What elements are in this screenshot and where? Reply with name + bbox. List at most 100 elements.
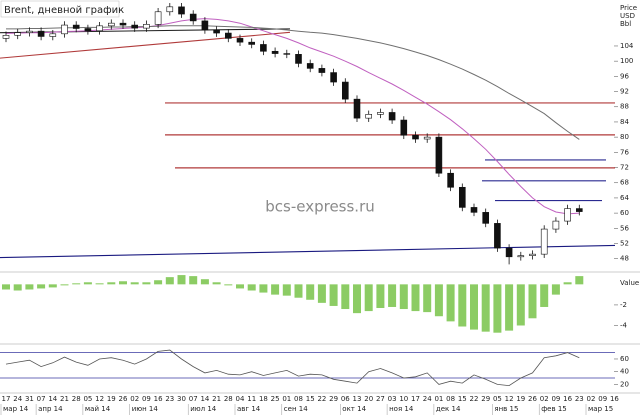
x-tick-label: 09	[598, 395, 607, 403]
x-tick-label: 19	[107, 395, 116, 403]
candle-body	[72, 24, 80, 29]
month-label: окт 14	[342, 405, 366, 413]
histogram-bar	[107, 282, 116, 285]
candle-body	[283, 53, 291, 55]
histogram-bar	[493, 284, 502, 333]
histogram-bar	[575, 276, 584, 285]
candle-body	[494, 223, 501, 249]
candle-body	[341, 81, 349, 100]
histogram-bar	[505, 284, 514, 331]
x-tick-label: 04	[236, 395, 245, 403]
x-tick-label: 09	[551, 395, 560, 403]
histogram-bar	[294, 284, 303, 298]
candle-body	[388, 112, 396, 121]
histogram-bar	[411, 284, 420, 312]
histogram-bar	[165, 277, 174, 285]
x-tick-label: 08	[446, 395, 455, 403]
candle-body	[248, 41, 255, 45]
x-tick-label: 10	[399, 395, 408, 403]
histogram-bar	[177, 275, 186, 285]
x-tick-label: 07	[189, 395, 198, 403]
x-tick-label: 05	[83, 395, 92, 403]
histogram-bar	[224, 284, 233, 286]
y-tick-label: 48	[620, 255, 629, 263]
title-box	[0, 0, 120, 18]
histogram-bar	[563, 282, 572, 285]
candle-body	[119, 22, 127, 26]
candle-body	[166, 6, 174, 13]
histogram-bar	[142, 282, 151, 285]
candle-body	[365, 114, 373, 119]
candle-body	[400, 119, 408, 136]
x-tick-label: 29	[329, 395, 338, 403]
histogram-bar	[119, 281, 127, 285]
y-tick-label: 88	[620, 103, 629, 111]
candle-body	[470, 207, 478, 213]
candle-body	[540, 228, 548, 255]
histogram-bar	[130, 282, 139, 285]
y-tick-label: 76	[620, 148, 629, 156]
candle-body	[482, 212, 490, 224]
candle-body	[236, 38, 244, 43]
candle-body	[26, 30, 33, 33]
histogram-bar	[95, 283, 104, 285]
histogram-bar	[48, 284, 57, 288]
x-tick-label: 25	[271, 395, 280, 403]
histogram-bar	[446, 284, 455, 322]
candle-body	[505, 247, 513, 258]
x-tick-label: 08	[294, 395, 303, 403]
candle-body	[318, 68, 326, 73]
y-tick-label: 80	[620, 133, 629, 141]
candle-body	[330, 72, 337, 83]
candle-body	[377, 112, 384, 115]
x-tick-label: 16	[610, 395, 619, 403]
x-tick-label: 17	[411, 395, 420, 403]
histogram-bar	[540, 284, 549, 307]
x-tick-label: 03	[388, 395, 397, 403]
y-tick-label: 84	[620, 118, 629, 126]
y-tick-label: 52	[620, 240, 629, 248]
candle-body	[96, 25, 103, 32]
month-label: мар 15	[588, 405, 613, 413]
y-tick-label: 64	[620, 194, 629, 202]
candle-body	[458, 186, 466, 208]
candle-body	[213, 29, 220, 34]
indicator-line	[5, 349, 580, 387]
trend-line	[0, 31, 291, 59]
x-tick-label: 01	[282, 395, 291, 403]
y-tick-label: 104	[620, 42, 634, 50]
candle-body	[84, 28, 92, 32]
y-axis-label: Bbl	[620, 20, 631, 28]
x-tick-label: 23	[575, 395, 584, 403]
histogram-bar	[516, 284, 525, 326]
y-tick-label: 72	[620, 164, 629, 172]
x-tick-label: 20	[364, 395, 373, 403]
month-label: авг 14	[237, 405, 261, 413]
month-label: сен 14	[284, 405, 308, 413]
y-tick-label: 20	[620, 380, 629, 388]
panel-label: Value	[620, 279, 639, 287]
candle-body	[552, 220, 560, 230]
candle-body	[225, 32, 232, 39]
y-tick-label: 56	[620, 224, 629, 232]
x-tick-label: 19	[516, 395, 525, 403]
histogram-bar	[259, 284, 268, 293]
candle-body	[178, 6, 185, 15]
histogram-bar	[189, 276, 198, 285]
candle-body	[575, 208, 583, 212]
candle-body	[412, 134, 419, 140]
histogram-bar	[458, 284, 467, 327]
x-tick-label: 15	[458, 395, 467, 403]
candle-body	[260, 44, 267, 52]
x-tick-label: 30	[177, 395, 186, 403]
candle-body	[201, 20, 209, 31]
candle-body	[353, 98, 361, 119]
candle-body	[423, 136, 431, 140]
month-label: июн 14	[132, 405, 159, 413]
candle-body	[131, 24, 138, 29]
x-tick-label: 12	[505, 395, 514, 403]
histogram-bar	[551, 284, 560, 295]
histogram-bar	[83, 282, 92, 285]
